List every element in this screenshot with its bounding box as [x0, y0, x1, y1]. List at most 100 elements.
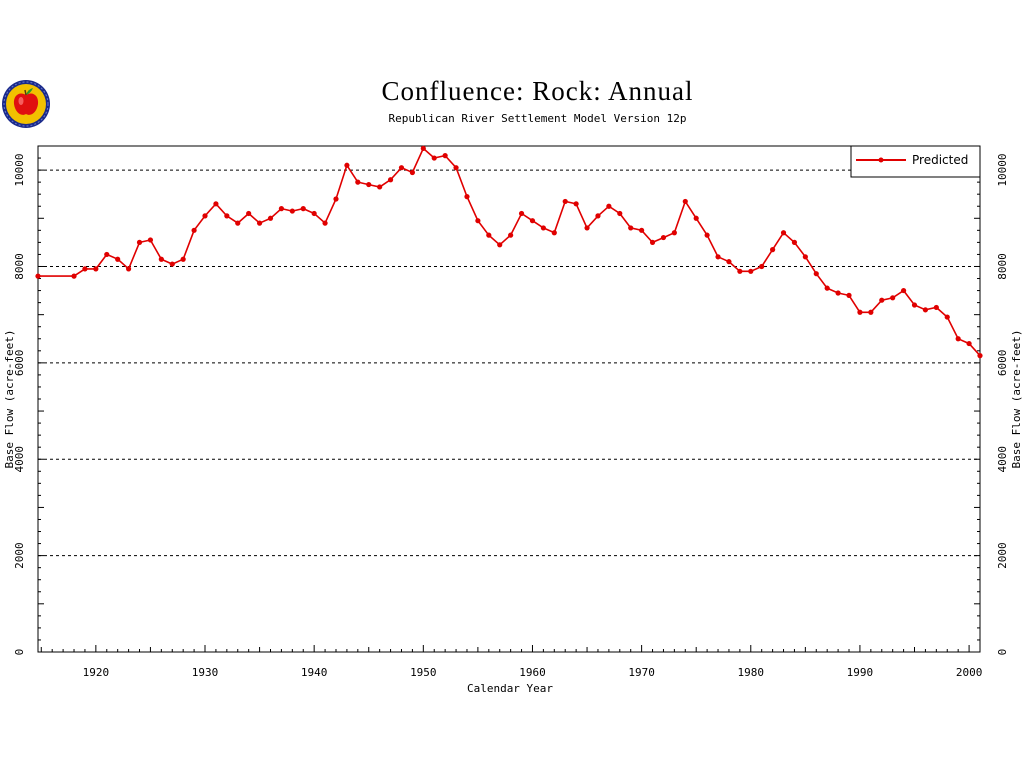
series-line-0 — [38, 147, 981, 357]
data-point — [355, 179, 361, 185]
data-point — [900, 287, 907, 294]
data-point — [977, 353, 983, 359]
data-point — [748, 268, 754, 274]
data-point — [278, 206, 285, 212]
data-point — [497, 242, 503, 248]
data-point — [835, 290, 841, 296]
x-tick-label-1950: 1950 — [410, 666, 437, 679]
data-point — [387, 177, 394, 183]
data-point — [311, 210, 317, 217]
y-tick-label-right-8000: 8000 — [996, 253, 1009, 280]
data-point — [344, 162, 350, 168]
data-point — [169, 261, 175, 267]
data-point — [933, 304, 939, 311]
data-point — [791, 239, 798, 245]
data-point — [246, 210, 252, 217]
data-point — [518, 210, 525, 217]
data-point — [857, 309, 863, 315]
data-point — [158, 256, 164, 262]
legend: Predicted — [850, 145, 981, 178]
data-point — [671, 230, 677, 236]
y-tick-label-left-2000: 2000 — [13, 542, 26, 569]
data-point — [180, 256, 186, 262]
data-point — [508, 232, 514, 238]
data-point — [824, 285, 830, 291]
data-point — [770, 247, 776, 253]
tick-labels: 0 0 2000 2000 4000 4000 6000 6000 8000 8000 10000 1… — [13, 154, 1009, 679]
axis-ticks — [38, 145, 981, 653]
series-predicted — [35, 145, 983, 359]
organization-logo — [2, 80, 50, 128]
y-tick-label-right-0: 0 — [996, 649, 1009, 656]
data-point — [486, 232, 492, 238]
data-point — [409, 169, 415, 176]
data-point — [93, 266, 99, 272]
data-point — [944, 314, 950, 320]
x-axis-label: Calendar Year — [467, 682, 553, 695]
x-tick-label-1960: 1960 — [519, 666, 546, 679]
data-point — [453, 165, 459, 171]
y-axis-label-left: Base Flow (acre-feet) — [3, 329, 16, 468]
y-tick-label-right-10000: 10000 — [996, 154, 1009, 187]
y-tick-label-left-0: 0 — [13, 649, 26, 656]
data-point — [235, 220, 241, 226]
legend-box — [850, 145, 981, 178]
data-point — [125, 266, 132, 272]
data-point — [224, 213, 230, 219]
data-point — [267, 215, 274, 221]
data-point — [780, 230, 787, 236]
y-tick-label-left-8000: 8000 — [13, 253, 26, 280]
y-axis-label-right: Base Flow (acre-feet) — [1010, 329, 1023, 468]
data-point — [475, 218, 481, 224]
data-point — [737, 268, 743, 274]
data-point — [617, 210, 623, 217]
data-point — [147, 237, 154, 243]
x-tick-label-1940: 1940 — [301, 666, 328, 679]
data-point — [366, 181, 372, 188]
data-point — [420, 145, 426, 152]
data-point — [584, 225, 590, 231]
data-point — [35, 273, 41, 279]
data-point — [136, 239, 143, 245]
data-point — [868, 309, 874, 315]
data-point — [540, 225, 546, 231]
data-point — [322, 220, 328, 226]
data-point — [639, 227, 645, 233]
data-point — [966, 340, 972, 347]
data-point — [911, 302, 918, 308]
x-tick-label-2000: 2000 — [956, 666, 983, 679]
data-point — [115, 256, 121, 262]
y-tick-label-right-4000: 4000 — [996, 446, 1009, 473]
data-point — [759, 263, 765, 270]
data-point — [846, 292, 852, 298]
data-point — [551, 230, 557, 236]
data-point — [813, 271, 819, 277]
data-point — [628, 225, 634, 231]
data-point — [300, 206, 306, 212]
data-point — [726, 259, 732, 265]
data-point — [715, 254, 721, 260]
y-tick-label-left-10000: 10000 — [13, 154, 26, 187]
y-tick-label-right-6000: 6000 — [996, 350, 1009, 377]
data-point — [529, 218, 536, 224]
data-point — [333, 196, 339, 202]
legend-marker — [878, 157, 884, 163]
data-point — [82, 266, 88, 272]
data-point — [879, 297, 885, 303]
data-point — [573, 201, 579, 207]
x-tick-label-1980: 1980 — [738, 666, 765, 679]
data-point — [256, 220, 263, 226]
data-point — [704, 232, 710, 238]
x-tick-label-1990: 1990 — [847, 666, 874, 679]
data-point — [606, 203, 612, 209]
data-point — [660, 234, 667, 241]
plot-frame — [37, 145, 981, 653]
data-point — [693, 215, 699, 221]
data-point — [71, 273, 77, 279]
x-tick-label-1920: 1920 — [83, 666, 110, 679]
data-point — [398, 165, 405, 171]
x-tick-label-1930: 1930 — [192, 666, 219, 679]
data-point — [649, 239, 656, 245]
chart-title: Confluence: Rock: Annual — [381, 76, 694, 106]
data-point — [802, 254, 808, 260]
